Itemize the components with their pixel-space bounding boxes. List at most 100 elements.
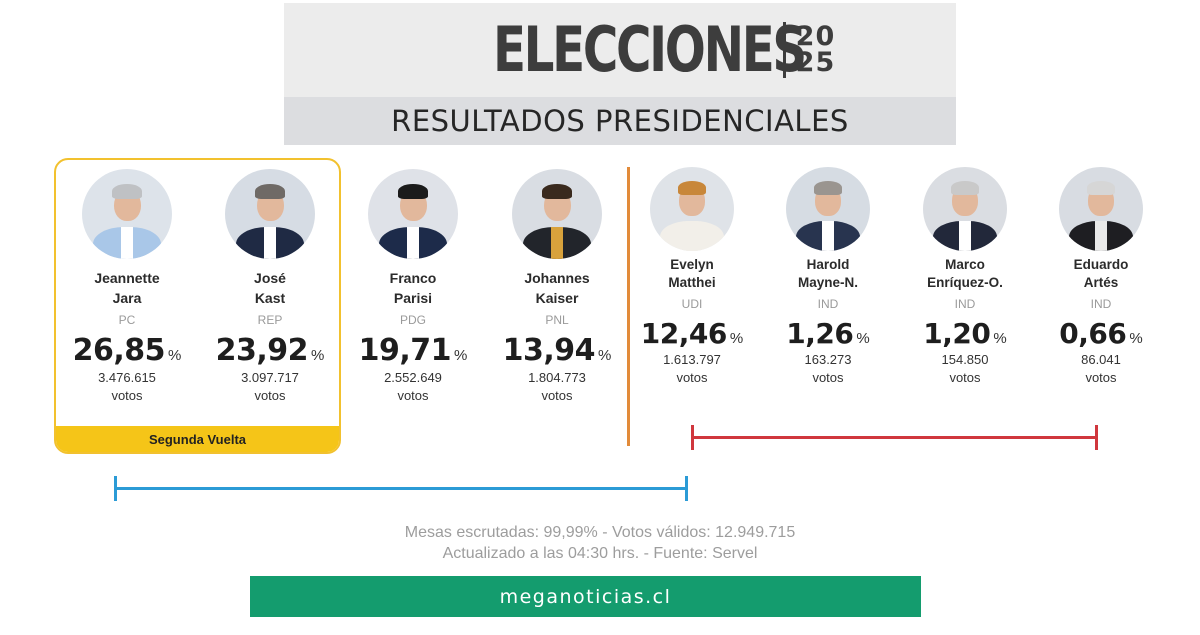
- candidate-percentage: 19,71%: [343, 333, 483, 368]
- votes-label: votos: [676, 370, 708, 385]
- elecciones-logo: ELECCIONES 20 25: [405, 19, 835, 81]
- candidate-photo: [225, 169, 315, 259]
- photo-hair: [1086, 181, 1116, 195]
- page-subtitle: RESULTADOS PRESIDENCIALES: [391, 104, 849, 138]
- candidate-card: José Kast REP 23,92% 3.097.717 votos: [200, 169, 340, 404]
- percent-sign: %: [168, 347, 182, 364]
- candidate-first-name: Eduardo: [1073, 257, 1129, 272]
- candidate-party: IND: [1090, 297, 1112, 311]
- candidate-first-name: Franco: [389, 270, 437, 286]
- photo-shirt: [550, 226, 564, 259]
- second-round-box: Segunda Vuelta: [54, 158, 341, 454]
- candidate-photo: [650, 167, 734, 251]
- logo-separator: [782, 22, 786, 78]
- candidate-percentage: 26,85%: [57, 333, 197, 368]
- group-divider: [627, 167, 630, 446]
- candidate-votes: 3.097.717: [241, 370, 299, 385]
- header-logo-panel: ELECCIONES 20 25: [284, 3, 956, 97]
- candidate-party: UDI: [681, 297, 703, 311]
- candidate-photo: [1059, 167, 1143, 251]
- candidate-photo: [923, 167, 1007, 251]
- percentage-value: 13,94: [502, 333, 596, 368]
- candidate-card: Franco Parisi PDG 19,71% 2.552.649 votos: [343, 169, 483, 404]
- candidate-last-name: Jara: [112, 290, 142, 306]
- percent-sign: %: [856, 330, 870, 347]
- votes-label: votos: [1085, 370, 1117, 385]
- candidate-card: Marco Enríquez-O. IND 1,20% 154.850 votos: [895, 167, 1035, 386]
- candidate-card: Eduardo Artés IND 0,66% 86.041 votos: [1031, 167, 1171, 386]
- photo-shirt: [406, 226, 420, 259]
- candidate-photo: [786, 167, 870, 251]
- candidate-card: Evelyn Matthei UDI 12,46% 1.613.797 votos: [622, 167, 762, 386]
- candidate-photo: [82, 169, 172, 259]
- footer-update-line: Actualizado a las 04:30 hrs. - Fuente: S…: [442, 545, 758, 562]
- candidate-votes: 154.850: [941, 352, 989, 367]
- votes-label: votos: [949, 370, 981, 385]
- candidate-name: José Kast: [200, 268, 340, 308]
- photo-shirt: [822, 220, 834, 251]
- percent-sign: %: [311, 347, 325, 364]
- candidate-votes: 2.552.649: [384, 370, 442, 385]
- candidate-name: Jeannette Jara: [57, 268, 197, 308]
- candidate-last-name: Artés: [1083, 275, 1119, 290]
- percentage-value: 0,66: [1059, 317, 1127, 350]
- photo-hair: [111, 184, 143, 199]
- percentage-value: 23,92: [215, 333, 309, 368]
- percentage-value: 1,26: [786, 317, 854, 350]
- candidate-percentage: 0,66%: [1031, 317, 1171, 350]
- photo-shirt: [959, 220, 971, 251]
- candidate-percentage: 1,26%: [758, 317, 898, 350]
- candidate-percentage: 1,20%: [895, 317, 1035, 350]
- candidate-first-name: Marco: [945, 257, 985, 272]
- photo-hair: [254, 184, 286, 199]
- red-bracket-left-end: [691, 425, 694, 450]
- subtitle-banner: RESULTADOS PRESIDENCIALES: [284, 97, 956, 145]
- candidate-first-name: Jeannette: [94, 270, 160, 286]
- blue-bracket-left-end: [114, 476, 117, 501]
- candidate-percentage: 12,46%: [622, 317, 762, 350]
- votes-label: votos: [397, 388, 429, 403]
- candidate-first-name: José: [254, 270, 286, 286]
- photo-hair: [813, 181, 843, 195]
- logo-word: ELECCIONES: [492, 13, 807, 86]
- brand-bar[interactable]: meganoticias.cl: [250, 576, 921, 617]
- candidate-last-name: Matthei: [668, 275, 716, 290]
- photo-hair: [950, 181, 980, 195]
- votes-label: votos: [254, 388, 286, 403]
- logo-year-bottom: 25: [795, 47, 836, 78]
- candidate-votes: 86.041: [1081, 352, 1121, 367]
- candidate-name: Johannes Kaiser: [487, 268, 627, 308]
- red-bracket-right-end: [1095, 425, 1098, 450]
- candidate-card: Johannes Kaiser PNL 13,94% 1.804.773 votos: [487, 169, 627, 404]
- candidate-party: IND: [954, 297, 976, 311]
- candidate-first-name: Evelyn: [670, 257, 714, 272]
- candidate-last-name: Kast: [254, 290, 286, 306]
- percentage-value: 12,46: [640, 317, 728, 350]
- second-round-label: Segunda Vuelta: [56, 426, 339, 452]
- percentage-value: 19,71: [358, 333, 452, 368]
- votes-label: votos: [812, 370, 844, 385]
- votes-label: votos: [111, 388, 143, 403]
- percent-sign: %: [598, 347, 612, 364]
- candidate-name: Harold Mayne-N.: [758, 256, 898, 292]
- candidate-last-name: Parisi: [393, 290, 433, 306]
- percent-sign: %: [1129, 330, 1143, 347]
- candidate-name: Marco Enríquez-O.: [895, 256, 1035, 292]
- logo-year: 20 25: [795, 21, 836, 78]
- votes-label: votos: [541, 388, 573, 403]
- red-bracket: [691, 425, 1098, 450]
- brand-link[interactable]: meganoticias.cl: [499, 585, 672, 608]
- candidate-card: Jeannette Jara PC 26,85% 3.476.615 votos: [57, 169, 197, 404]
- candidate-card: Harold Mayne-N. IND 1,26% 163.273 votos: [758, 167, 898, 386]
- candidate-votes: 1.613.797: [663, 352, 721, 367]
- candidate-first-name: Johannes: [524, 270, 590, 286]
- candidate-name: Evelyn Matthei: [622, 256, 762, 292]
- logo-year-top: 20: [795, 21, 836, 52]
- photo-shirt: [263, 226, 277, 259]
- percent-sign: %: [729, 330, 744, 347]
- blue-bracket-right-end: [685, 476, 688, 501]
- candidate-percentage: 23,92%: [200, 333, 340, 368]
- footer-count-line: Mesas escrutadas: 99,99% - Votos válidos…: [404, 524, 796, 541]
- candidate-name: Eduardo Artés: [1031, 256, 1171, 292]
- candidate-votes: 163.273: [804, 352, 852, 367]
